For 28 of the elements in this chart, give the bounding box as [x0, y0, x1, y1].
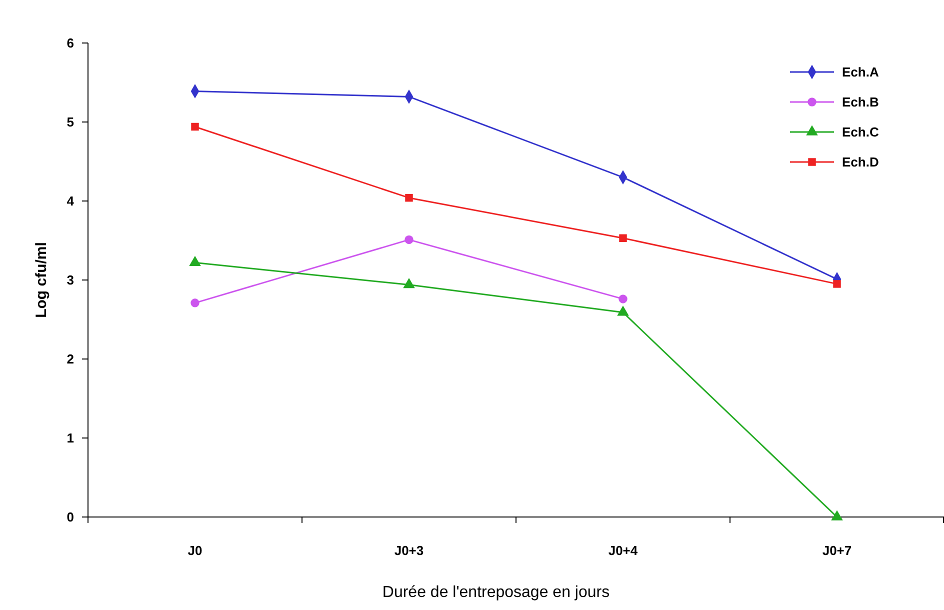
- x-axis-title: Durée de l'entreposage en jours: [382, 584, 610, 601]
- point: [833, 280, 841, 288]
- point: [617, 306, 629, 316]
- y-tick-label: 2: [66, 352, 74, 367]
- x-tick-label: J0: [188, 543, 202, 558]
- point: [619, 234, 627, 242]
- x-tick-label: J0+3: [394, 543, 424, 558]
- point: [191, 122, 199, 131]
- y-tick-label: 6: [66, 36, 74, 51]
- legend-label: Ech.A: [842, 64, 880, 80]
- point: [189, 256, 201, 266]
- point: [404, 235, 414, 244]
- y-tick-label: 0: [66, 510, 74, 525]
- point: [190, 298, 200, 308]
- x-tick-label: J0+4: [608, 543, 638, 558]
- legend-label: Ech.D: [842, 154, 879, 170]
- y-tick-label: 4: [66, 194, 75, 209]
- x-tick-label: J0+7: [822, 543, 852, 558]
- y-tick-label: 1: [66, 430, 74, 446]
- y-axis-title: Log cfu/ml: [33, 242, 50, 318]
- point: [403, 278, 415, 288]
- legend-label: Ech.C: [842, 124, 880, 140]
- point: [405, 194, 413, 202]
- point: [831, 510, 843, 520]
- legend-label: Ech.B: [842, 94, 879, 110]
- point: [618, 294, 628, 304]
- y-tick-label: 3: [66, 272, 74, 288]
- y-tick-label: 5: [66, 114, 74, 130]
